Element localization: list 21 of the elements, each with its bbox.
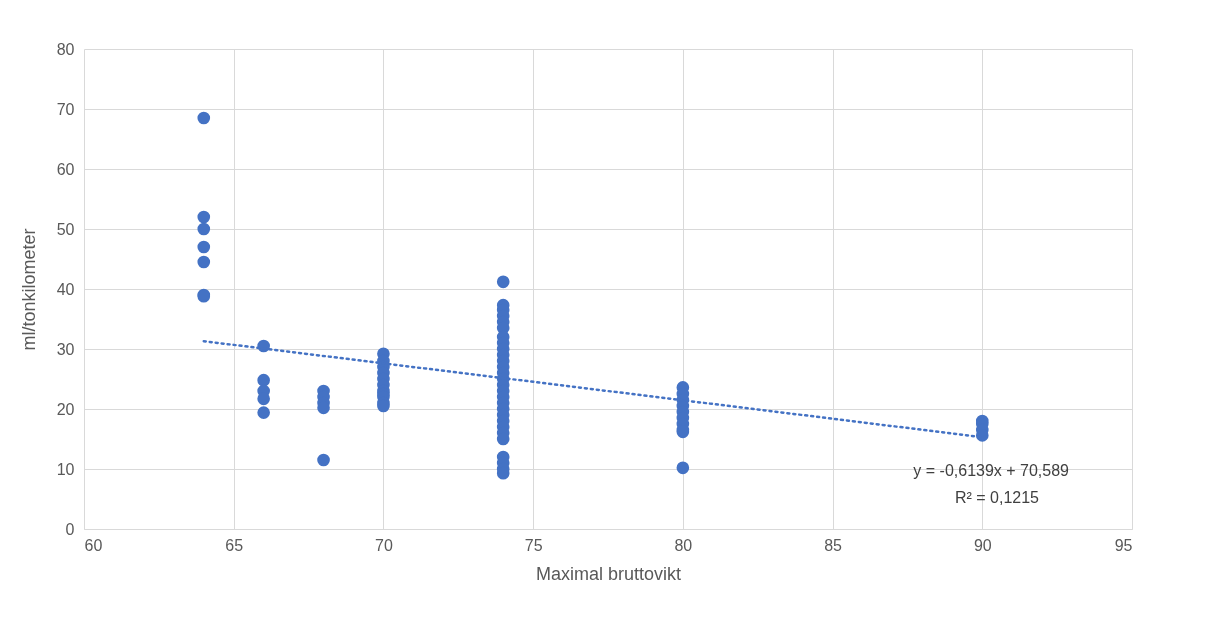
y-tick-label: 50 <box>56 220 75 238</box>
annotation: y = -0,6139x + 70,589 <box>913 462 1070 479</box>
x-tick-label: 85 <box>824 536 843 554</box>
y-tick-label: 30 <box>56 340 75 358</box>
x-tick-label: 80 <box>674 536 693 554</box>
y-tick-label: 60 <box>56 160 75 178</box>
x-tick-label: 65 <box>225 536 244 554</box>
y-tick-label: 70 <box>56 100 75 118</box>
y-tick-label: 80 <box>56 40 75 58</box>
x-axis-title: Maximal bruttovikt <box>535 563 682 584</box>
y-tick-label: 20 <box>56 400 75 418</box>
x-tick-label: 95 <box>1114 536 1133 554</box>
x-tick-label: 70 <box>375 536 393 554</box>
y-tick-label: 10 <box>56 460 75 478</box>
annotation: R² = 0,1215 <box>954 489 1040 506</box>
y-axis-title: ml/tonkilometer <box>18 228 39 351</box>
y-tick-label: 40 <box>56 280 75 298</box>
y-tick-label: 0 <box>65 520 75 538</box>
x-tick-label: 90 <box>973 536 992 554</box>
x-tick-label: 60 <box>84 536 103 554</box>
x-tick-label: 75 <box>524 536 543 554</box>
